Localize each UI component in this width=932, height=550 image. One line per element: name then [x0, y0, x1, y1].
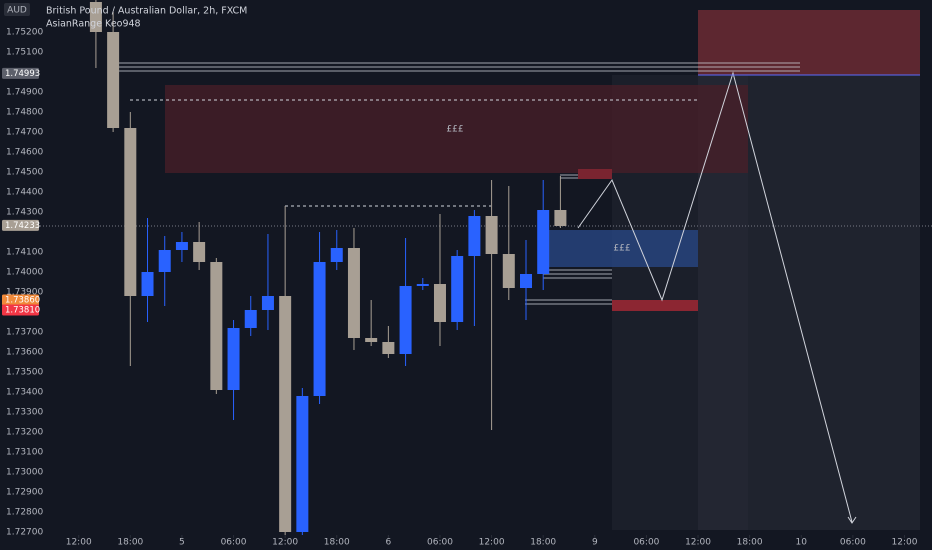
- zone: [578, 169, 612, 179]
- axes: 1.75200 1.75100 1.74900 1.74800 1.74700 1.746…: [2, 28, 918, 548]
- x-tick-label: 06:00: [840, 538, 866, 548]
- candle-body: [554, 210, 567, 226]
- x-tick-label: 6: [386, 538, 392, 548]
- candle-body: [107, 32, 120, 128]
- candle-body: [261, 296, 274, 310]
- demand-zone: [548, 230, 698, 267]
- candle-body: [175, 242, 188, 250]
- candle-body: [158, 250, 171, 272]
- candle-body: [141, 272, 154, 296]
- candle-body: [519, 274, 532, 288]
- y-tick-label: 1.75200: [6, 28, 43, 38]
- y-tick-label: 1.74500: [6, 168, 43, 178]
- drawings: [40, 10, 932, 530]
- y-tick-label: 1.73200: [6, 428, 43, 438]
- x-tick-label: 12:00: [479, 538, 505, 548]
- candle-body: [193, 242, 206, 262]
- y-tick-label: 1.73700: [6, 328, 43, 338]
- candle-body: [399, 286, 412, 354]
- candle-body: [279, 296, 292, 532]
- price-tag-label: 1.73810: [5, 306, 40, 316]
- price-tag-label: 1.74993: [5, 69, 40, 79]
- x-tick-label: 06:00: [221, 538, 247, 548]
- candle-body: [227, 328, 240, 390]
- zone-label: £££: [446, 125, 463, 135]
- price-tag: [2, 67, 39, 79]
- zone: [612, 300, 698, 311]
- y-tick-label: 1.75100: [6, 48, 43, 58]
- chart-title: British Pound / Australian Dollar, 2h, F…: [46, 6, 247, 17]
- arrow-head: [847, 516, 857, 524]
- x-tick-label: 12:00: [272, 538, 298, 548]
- candle-body: [330, 248, 343, 262]
- y-tick-label: 1.74400: [6, 188, 43, 198]
- candle-body: [296, 396, 309, 532]
- candle-body: [210, 262, 223, 390]
- candle-body: [382, 342, 395, 354]
- price-tag: [2, 304, 39, 316]
- y-tick-label: 1.74800: [6, 108, 43, 118]
- y-tick-label: 1.73100: [6, 448, 43, 458]
- y-tick-label: 1.74000: [6, 268, 43, 278]
- candles: [89, 0, 567, 535]
- x-tick-label: 06:00: [427, 538, 453, 548]
- candle-body: [124, 128, 137, 296]
- x-tick-label: 18:00: [117, 538, 143, 548]
- y-tick-label: 1.73900: [6, 288, 43, 298]
- zone-label: £££: [613, 244, 630, 254]
- y-tick-label: 1.72800: [6, 508, 43, 518]
- candle-body: [313, 262, 326, 396]
- y-tick-label: 1.73300: [6, 408, 43, 418]
- candle-body: [537, 210, 550, 274]
- projection-path: [577, 71, 853, 523]
- y-tick-label: 1.74900: [6, 88, 43, 98]
- currency-tag: [4, 3, 30, 16]
- x-tick-label: 10: [796, 538, 808, 548]
- candle-body: [468, 216, 481, 256]
- x-tick-label: 5: [179, 538, 185, 548]
- x-tick-label: 12:00: [66, 538, 92, 548]
- candle-body: [365, 338, 378, 342]
- x-tick-label: 18:00: [737, 538, 763, 548]
- y-tick-label: 1.74700: [6, 128, 43, 138]
- price-tag: [2, 294, 39, 306]
- y-tick-label: 1.73500: [6, 368, 43, 378]
- y-tick-label: 1.74600: [6, 148, 43, 158]
- x-tick-label: 18:00: [324, 538, 350, 548]
- x-tick-label: 06:00: [633, 538, 659, 548]
- candle-body: [244, 310, 257, 328]
- y-tick-label: 1.72700: [6, 528, 43, 538]
- candle-body: [433, 284, 446, 322]
- y-tick-label: 1.73400: [6, 388, 43, 398]
- candle-body: [451, 256, 464, 322]
- range-lines: [114, 62, 800, 305]
- candle-body: [347, 248, 360, 338]
- currency: AUD: [7, 6, 27, 16]
- price-tag-label: 1.74233: [5, 221, 40, 231]
- y-tick-label: 1.72900: [6, 488, 43, 498]
- y-tick-label: 1.73600: [6, 348, 43, 358]
- x-tick-label: 12:00: [685, 538, 711, 548]
- x-tick-label: 18:00: [530, 538, 556, 548]
- x-tick-label: 9: [592, 538, 598, 548]
- indicator-label: AsianRange Keo948: [46, 19, 141, 30]
- price-tag-label: 1.73860: [5, 296, 40, 306]
- y-tick-label: 1.74100: [6, 248, 43, 258]
- price-tag: [2, 219, 39, 231]
- candle-body: [485, 216, 498, 254]
- candle-body: [502, 254, 515, 288]
- candle-body: [89, 1, 102, 32]
- candle-body: [416, 284, 429, 286]
- x-tick-label: 12:00: [892, 538, 918, 548]
- y-tick-label: 1.73000: [6, 468, 43, 478]
- supply-zone: [698, 10, 920, 75]
- y-tick-label: 1.74300: [6, 208, 43, 218]
